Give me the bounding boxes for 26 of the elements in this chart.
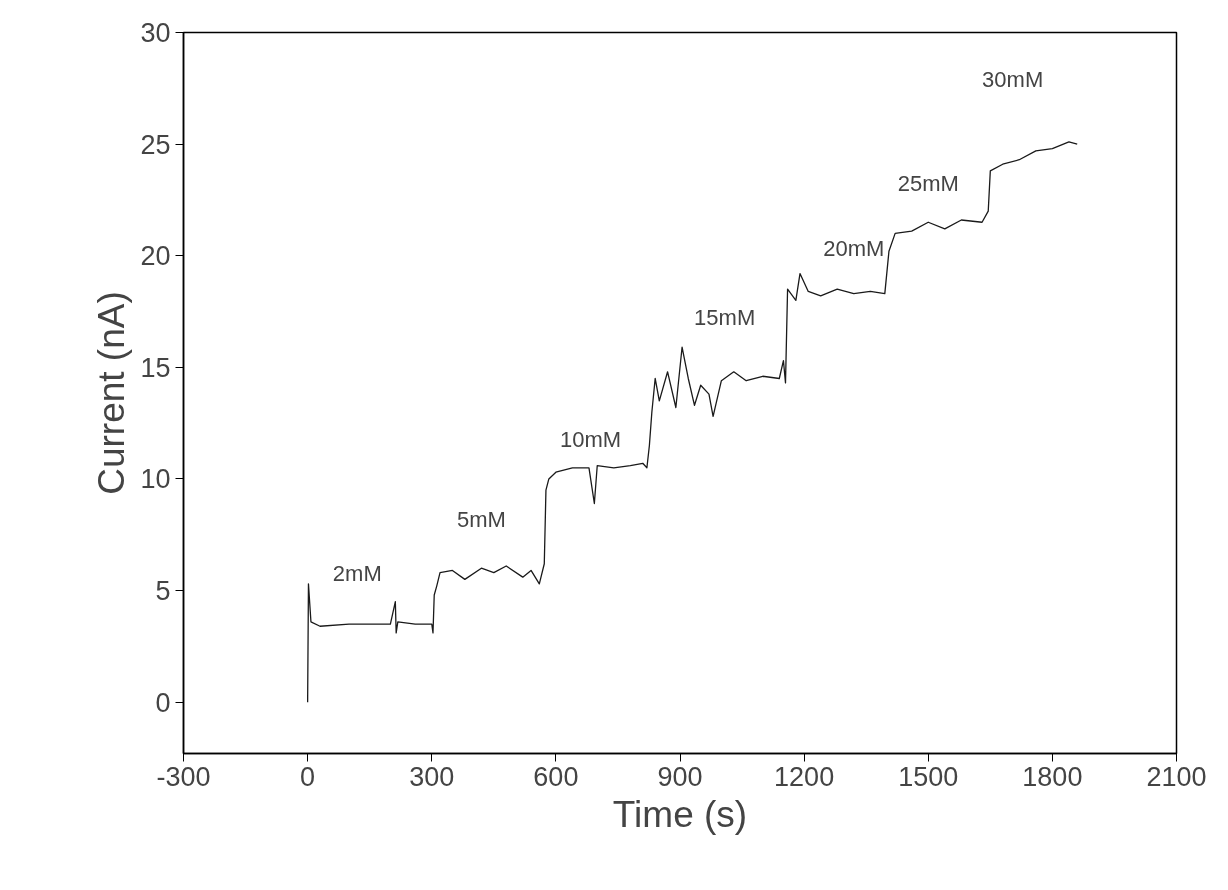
annotation: 2mM xyxy=(332,560,382,586)
annotation: 10mM xyxy=(560,427,622,453)
x-tick-label: 300 xyxy=(409,761,455,792)
x-tick-label: 1500 xyxy=(898,761,959,792)
line-series xyxy=(306,141,1078,703)
x-tick-label: 2100 xyxy=(1146,761,1207,792)
y-tick-label: 25 xyxy=(140,129,171,160)
x-tick-label: 900 xyxy=(657,761,703,792)
annotation: 20mM xyxy=(823,236,885,262)
x-axis-title: Time (s) xyxy=(612,793,748,835)
x-tick-label: 1800 xyxy=(1022,761,1083,792)
y-tick-label: 10 xyxy=(140,464,171,495)
annotation: 25mM xyxy=(897,171,959,197)
y-tick-label: 15 xyxy=(140,352,171,383)
x-tick-label: 0 xyxy=(300,761,316,792)
x-tick-label: 600 xyxy=(533,761,579,792)
x-tick-label: 1200 xyxy=(774,761,835,792)
y-tick-label: 30 xyxy=(140,18,171,48)
annotation: 5mM xyxy=(456,506,506,532)
y-tick-label: 20 xyxy=(140,241,171,272)
annotation: 15mM xyxy=(694,304,756,330)
y-tick-label: 5 xyxy=(155,576,171,607)
y-axis-title: Current (nA) xyxy=(91,291,133,495)
y-tick-label: 0 xyxy=(155,687,171,718)
x-tick-label: -300 xyxy=(156,761,211,792)
annotation: 30mM xyxy=(982,66,1044,92)
